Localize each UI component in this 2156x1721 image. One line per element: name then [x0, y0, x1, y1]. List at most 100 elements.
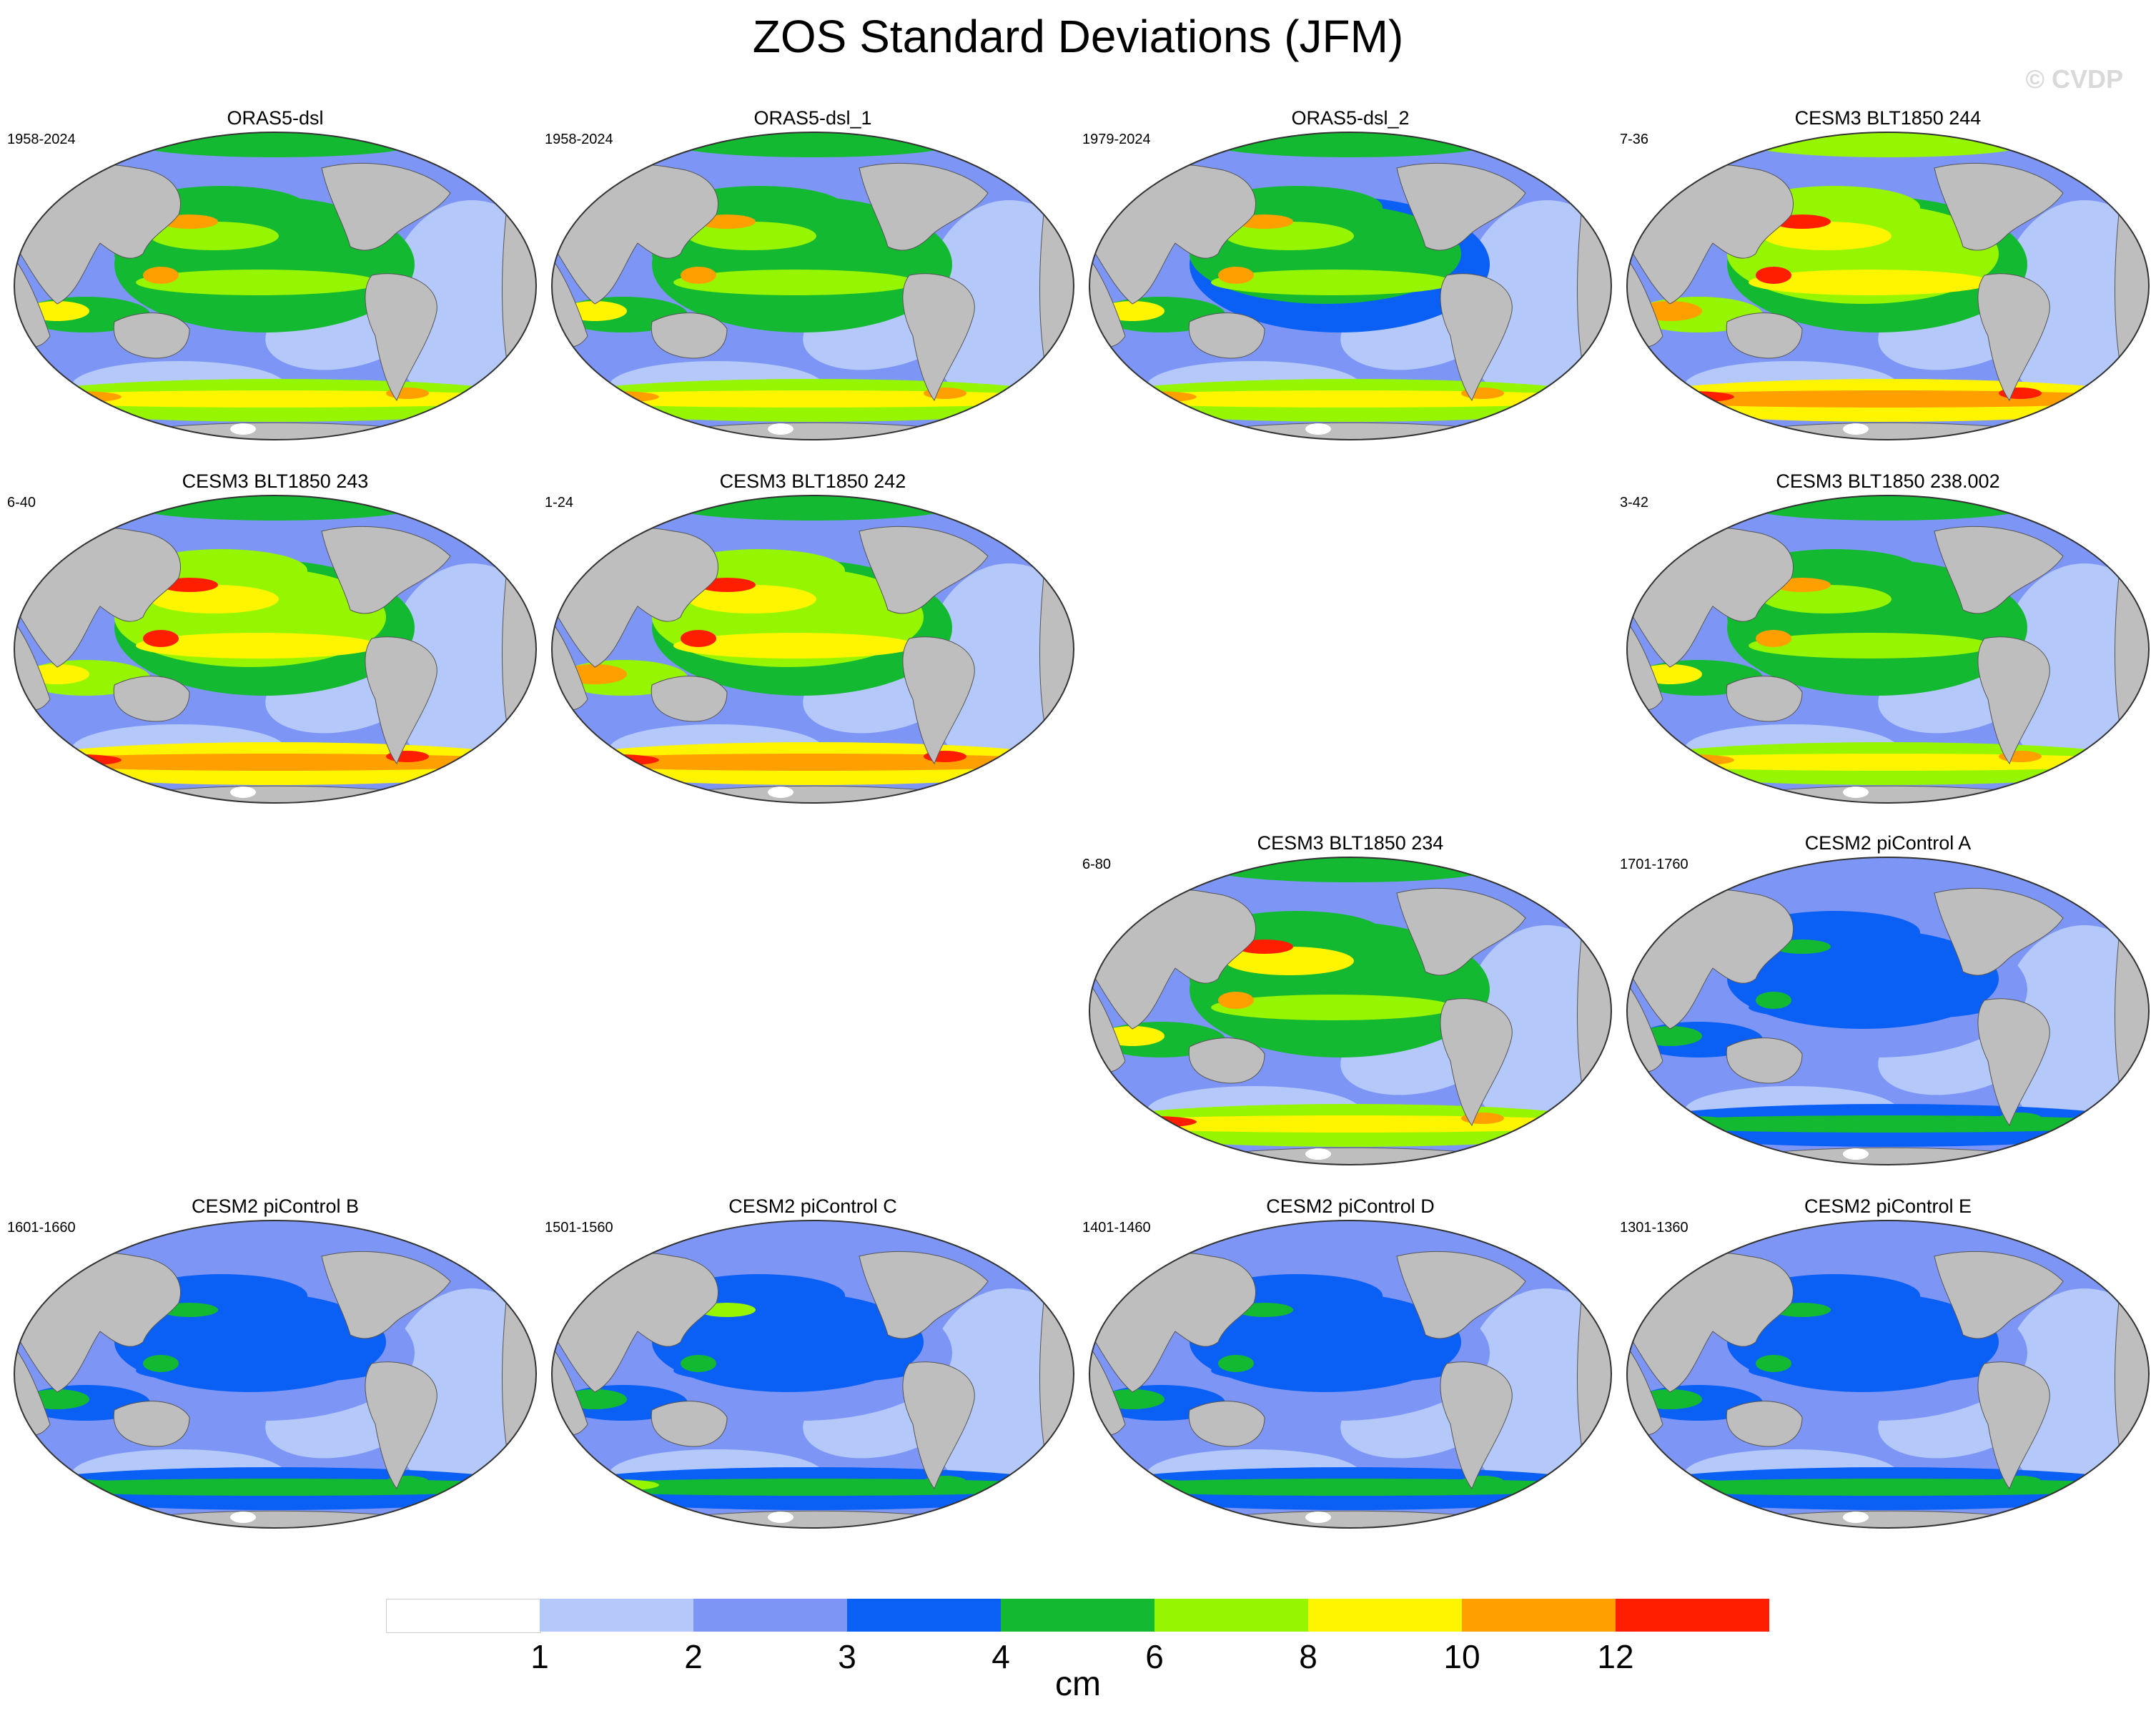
land-east-atlantic: [1039, 563, 1074, 730]
land-australia: [113, 676, 190, 722]
panel-year-range: 3-42: [1620, 495, 1649, 511]
land-australia: [651, 676, 728, 722]
colorbar-swatch: [1616, 1599, 1769, 1632]
map-panel: CESM3 BLT1850 234 6-80: [1082, 832, 1618, 1168]
panel-year-range: 7-36: [1620, 132, 1649, 147]
panel-year-range: 1401-1460: [1082, 1220, 1151, 1236]
land-australia: [1188, 1401, 1265, 1447]
land-greenland: [450, 498, 523, 538]
map-border: [551, 1220, 1074, 1529]
map-panel: CESM3 BLT1850 242 1-24: [545, 470, 1081, 807]
map-panel: ORAS5-dsl_2 1979-2024: [1082, 107, 1618, 443]
land-east-atlantic: [1577, 1288, 1611, 1455]
panel-title: CESM2 piControl E: [1804, 1195, 1972, 1217]
panel-title: CESM2 piControl B: [191, 1195, 360, 1217]
robinson-map: [1626, 1220, 2150, 1529]
land-australia: [1726, 1037, 1803, 1084]
map-border: [14, 132, 537, 440]
colorbar-tick-label: 8: [1299, 1638, 1317, 1675]
colorbar-swatch: [1001, 1599, 1154, 1632]
land-east-atlantic: [2115, 563, 2149, 730]
land-greenland: [987, 134, 1060, 175]
colorbar-tick-label: 6: [1145, 1638, 1164, 1675]
colorbar-tick-label: 2: [684, 1638, 703, 1675]
colorbar-tick-label: 12: [1597, 1638, 1634, 1675]
colorbar-swatch: [386, 1599, 541, 1633]
land-south-america: [1440, 273, 1513, 402]
land-north-america: [859, 1251, 989, 1339]
land-south-america: [902, 636, 975, 765]
map-border: [1089, 132, 1612, 440]
panel-title: ORAS5-dsl_1: [753, 107, 872, 129]
panel-year-range: 1601-1660: [7, 1220, 76, 1236]
land-north-america: [859, 526, 989, 614]
panel-title: ORAS5-dsl: [227, 107, 324, 129]
land-east-atlantic: [1039, 199, 1074, 367]
land-north-america: [1934, 526, 2064, 614]
map-panel: CESM2 piControl B 1601-1660: [7, 1195, 543, 1532]
map-panel: CESM2 piControl D 1401-1460: [1082, 1195, 1618, 1532]
panel-title: CESM2 piControl C: [728, 1195, 897, 1217]
robinson-map: [551, 1220, 1074, 1529]
panel-year-range: 1701-1760: [1620, 857, 1688, 872]
land-south-america: [902, 1361, 975, 1490]
robinson-map: [1626, 132, 2150, 440]
panel-title: CESM3 BLT1850 234: [1257, 832, 1444, 854]
land-north-america: [1396, 887, 1526, 976]
land-australia: [1726, 312, 1803, 359]
panel-year-range: 1501-1560: [545, 1220, 613, 1236]
land-north-america: [1934, 887, 2064, 976]
land-australia: [113, 1401, 190, 1447]
land-north-america: [859, 162, 989, 251]
map-border: [1089, 1220, 1612, 1529]
land-east-atlantic: [1039, 1288, 1074, 1455]
colorbar-swatch: [1462, 1599, 1616, 1632]
map-border: [14, 1220, 537, 1529]
robinson-map: [14, 132, 537, 440]
panel-year-range: 6-40: [7, 495, 36, 511]
land-south-america: [1977, 273, 2050, 402]
land-south-america: [365, 636, 437, 765]
land-south-america: [365, 1361, 437, 1490]
map-panel: CESM2 piControl C 1501-1560: [545, 1195, 1081, 1532]
land-east-atlantic: [1577, 199, 1611, 367]
robinson-map: [1089, 1220, 1612, 1529]
land-greenland: [450, 1223, 523, 1263]
land-greenland: [987, 498, 1060, 538]
land-south-america: [1977, 1361, 2050, 1490]
land-australia: [1726, 676, 1803, 722]
land-east-atlantic: [502, 1288, 536, 1455]
land-east-atlantic: [502, 199, 536, 367]
land-east-atlantic: [502, 563, 536, 730]
land-north-america: [321, 162, 451, 251]
land-north-america: [1934, 162, 2064, 251]
robinson-map: [1089, 132, 1612, 440]
panel-title: CESM3 BLT1850 242: [719, 470, 906, 492]
map-panel: CESM3 BLT1850 243 6-40: [7, 470, 543, 807]
land-australia: [651, 312, 728, 359]
panel-year-range: 1979-2024: [1082, 132, 1151, 147]
colorbar-swatch: [693, 1599, 847, 1632]
figure-title: ZOS Standard Deviations (JFM): [752, 11, 1404, 62]
land-east-atlantic: [1577, 924, 1611, 1092]
map-border: [1626, 1220, 2150, 1529]
colorbar-swatch: [847, 1599, 1001, 1632]
land-greenland: [2062, 134, 2135, 175]
land-greenland: [450, 134, 523, 175]
map-border: [551, 132, 1074, 440]
land-greenland: [2062, 859, 2135, 900]
land-east-atlantic: [2115, 199, 2149, 367]
land-greenland: [2062, 1223, 2135, 1263]
land-australia: [1726, 1401, 1803, 1447]
map-border: [1626, 495, 2150, 804]
land-north-america: [1934, 1251, 2064, 1339]
colorbar-tick-label: 3: [838, 1638, 856, 1675]
copyright-watermark: © CVDP: [2025, 64, 2123, 94]
land-australia: [1188, 312, 1265, 359]
land-australia: [651, 1401, 728, 1447]
land-east-atlantic: [2115, 924, 2149, 1092]
robinson-map: [14, 495, 537, 804]
land-australia: [1188, 1037, 1265, 1084]
colorbar-unit: cm: [1055, 1665, 1101, 1703]
map-panel: ORAS5-dsl 1958-2024: [7, 107, 543, 443]
